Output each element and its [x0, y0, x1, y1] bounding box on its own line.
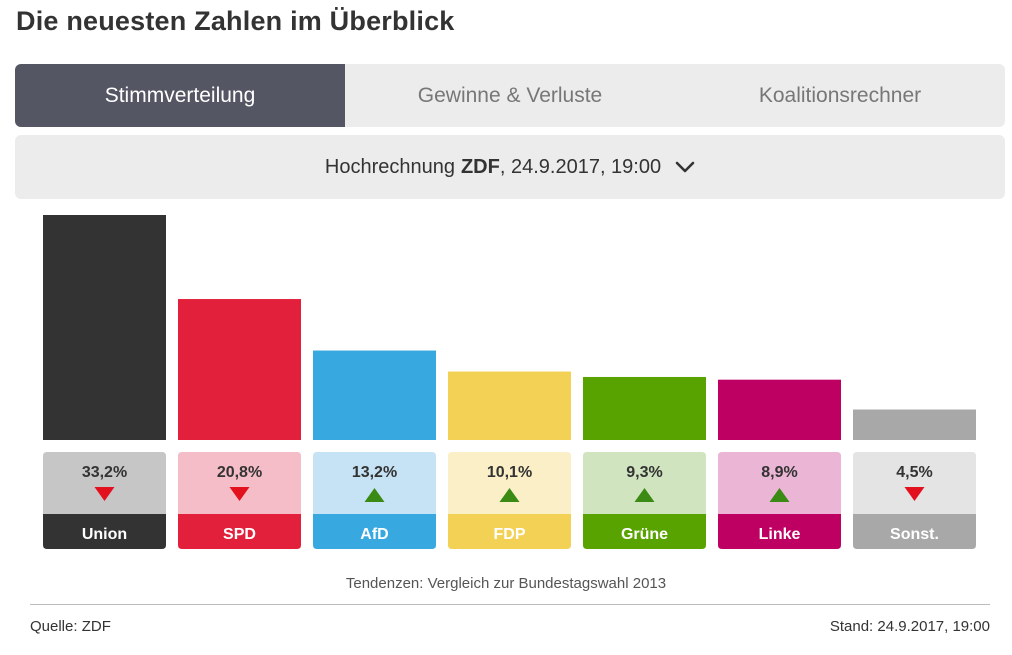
- value-box-linke: [718, 452, 841, 514]
- tab-stimmverteilung[interactable]: Stimmverteilung: [15, 64, 345, 127]
- value-label-fdp: 10,1%: [487, 464, 532, 481]
- tab-koalitionsrechner[interactable]: Koalitionsrechner: [758, 83, 922, 107]
- forecast-date: , 24.9.2017, 19:00: [499, 155, 662, 178]
- bar-fdp: [448, 371, 571, 440]
- party-label-linke: Linke: [759, 526, 801, 543]
- bar-sonst: [853, 409, 976, 440]
- bar-afd: [313, 350, 436, 440]
- bar-spd: [178, 299, 301, 440]
- source-label: Quelle: ZDF: [30, 618, 111, 635]
- party-band-grüne: [583, 514, 706, 549]
- value-box-grüne: [583, 452, 706, 514]
- trend-down-icon-sonst: [904, 487, 925, 501]
- party-band-linke: [718, 514, 841, 549]
- party-label-sonst: Sonst.: [890, 526, 939, 543]
- value-label-union: 33,2%: [82, 464, 127, 481]
- value-label-afd: 13,2%: [352, 464, 397, 481]
- value-box-spd: [178, 452, 301, 514]
- party-label-spd: SPD: [223, 526, 256, 543]
- party-band-union: [43, 514, 166, 549]
- trend-up-icon-afd: [364, 488, 385, 502]
- forecast-prefix: Hochrechnung: [324, 155, 455, 178]
- page-title: Die neuesten Zahlen im Überblick: [16, 6, 455, 36]
- footer-divider: [30, 604, 990, 605]
- forecast-source: ZDF: [460, 155, 500, 178]
- party-label-afd: AfD: [360, 526, 388, 543]
- party-label-union: Union: [82, 526, 127, 543]
- value-label-grüne: 9,3%: [626, 464, 662, 481]
- value-box-sonst: [853, 452, 976, 514]
- value-label-spd: 20,8%: [217, 464, 262, 481]
- value-box-fdp: [448, 452, 571, 514]
- value-box-union: [43, 452, 166, 514]
- party-band-afd: [313, 514, 436, 549]
- trend-up-icon-fdp: [499, 488, 520, 502]
- trend-note: Tendenzen: Vergleich zur Bundestagswahl …: [345, 575, 667, 592]
- value-label-sonst: 4,5%: [896, 464, 932, 481]
- timestamp-label: Stand: 24.9.2017, 19:00: [829, 618, 990, 635]
- party-band-fdp: [448, 514, 571, 549]
- value-box-afd: [313, 452, 436, 514]
- chevron-down-icon: [675, 161, 695, 173]
- value-label-linke: 8,9%: [761, 464, 797, 481]
- trend-up-icon-grüne: [634, 488, 655, 502]
- bar-grüne: [583, 376, 706, 440]
- bar-union: [43, 215, 166, 440]
- bar-linke: [718, 379, 841, 440]
- party-band-spd: [178, 514, 301, 549]
- trend-down-icon-spd: [229, 487, 250, 501]
- tab-gewinne-verluste[interactable]: Gewinne & Verluste: [417, 83, 603, 107]
- trend-down-icon-union: [94, 487, 115, 501]
- party-label-grüne: Grüne: [621, 526, 668, 543]
- party-label-fdp: FDP: [494, 526, 526, 543]
- tab-bar: Stimmverteilung Gewinne & Verluste Koali…: [15, 64, 1005, 127]
- trend-up-icon-linke: [769, 488, 790, 502]
- party-band-sonst: [853, 514, 976, 549]
- forecast-selector[interactable]: Hochrechnung ZDF , 24.9.2017, 19:00: [15, 135, 1005, 199]
